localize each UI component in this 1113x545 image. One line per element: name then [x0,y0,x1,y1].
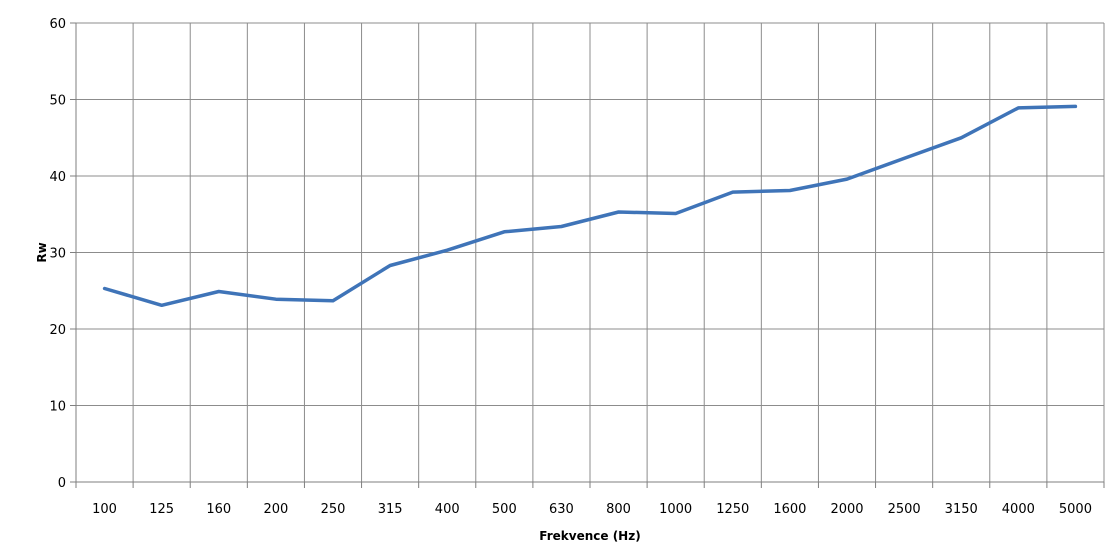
x-tick-label: 100 [92,502,117,517]
y-tick-label: 30 [49,247,66,262]
x-tick-label: 125 [149,502,174,517]
x-tick-label: 1000 [659,502,692,517]
y-tick-label: 10 [49,400,66,415]
x-tick-label: 630 [549,502,574,517]
x-tick-label: 4000 [1002,502,1035,517]
x-tick-label: 2000 [830,502,863,517]
x-tick-label: 250 [321,502,346,517]
x-tick-label: 200 [263,502,288,517]
x-tick-label: 1600 [773,502,806,517]
x-tick-label: 3150 [945,502,978,517]
x-tick-label: 5000 [1059,502,1092,517]
x-tick-label: 500 [492,502,517,517]
x-tick-label: 1250 [716,502,749,517]
y-tick-label: 50 [49,94,66,109]
y-tick-label: 40 [49,170,66,185]
y-axis-title: Rw [35,242,49,262]
y-tick-label: 20 [49,323,66,338]
series-group [102,104,1078,308]
axes [70,22,1105,488]
x-tick-label: 2500 [888,502,921,517]
x-tick-label: 400 [435,502,460,517]
x-tick-label: 800 [606,502,631,517]
x-tick-label: 315 [378,502,403,517]
x-axis-title: Frekvence (Hz) [539,529,640,543]
grid [75,22,1105,482]
series-line [102,104,1078,308]
y-tick-labels: 0 10 20 30 40 50 60 [49,17,66,491]
y-tick-label: 0 [58,476,66,491]
x-tick-labels: 100 125 160 200 250 315 400 500 630 800 1000 1250 16… [92,502,1092,517]
x-tick-label: 160 [206,502,231,517]
y-tick-label: 60 [49,17,66,32]
